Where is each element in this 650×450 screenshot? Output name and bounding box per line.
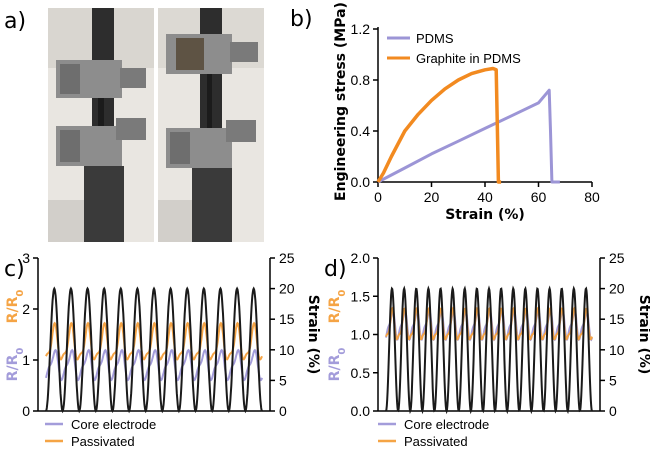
y-axis-label-right: Strain (%): [305, 295, 321, 375]
photo-left: [48, 8, 154, 242]
left-tick-label: 2: [22, 301, 30, 317]
left-tick-label: 3: [22, 250, 30, 266]
y-tick-label: 1.2: [351, 21, 371, 37]
cyclic-chart-d: 0.0 0.5 1.0 1.5 2.0 0 5 10 15 20 25 R/R0 R/R0 Strain …: [327, 250, 650, 449]
right-tick-label: 0: [279, 403, 287, 419]
y-axis-label-core: R/R0: [327, 348, 348, 382]
right-tick-label: 5: [279, 372, 287, 388]
legend-label: Core electrode: [404, 417, 489, 432]
legend-label: Core electrode: [71, 417, 156, 432]
x-tick-label: 80: [584, 189, 600, 205]
stress-strain-chart: 0.0 0.4 0.8 1.2 0 20 40 60 80 Strain (%) Engineeri…: [333, 2, 600, 223]
legend-label: Passivated: [71, 434, 135, 449]
x-tick-label: 40: [477, 189, 493, 205]
tensile-test-photo: [48, 8, 264, 242]
y-axis-label-passivated: R/R0: [5, 290, 26, 324]
left-tick-label: 1.0: [351, 327, 371, 343]
left-tick-label: 0.5: [351, 365, 371, 381]
series-line-strain: [385, 285, 593, 415]
left-tick-label: 2.0: [351, 250, 371, 266]
panel-label-c: c): [4, 257, 25, 282]
right-tick-label: 5: [609, 372, 617, 388]
right-tick-label: 15: [279, 311, 295, 327]
left-tick-label: 1.5: [351, 288, 371, 304]
y-axis-label-core: R/R0: [5, 348, 26, 382]
right-tick-label: 10: [279, 342, 295, 358]
y-tick-label: 0.8: [351, 72, 371, 88]
y-tick-label: 0.0: [351, 174, 371, 190]
y-axis-label-passivated: R/R0: [327, 290, 348, 324]
series-line-graphite-in-pdms: [376, 66, 502, 184]
panel-label-b: b): [290, 7, 313, 32]
right-tick-label: 10: [609, 342, 625, 358]
panel-label-a: a): [4, 9, 26, 34]
y-axis-label-right: Strain (%): [636, 295, 650, 375]
cyclic-chart-c: 0 1 2 3 0 5 10 15 20 25 R/R0 R/R0 Strain (%) Core ele…: [5, 250, 321, 449]
legend-label: PDMS: [416, 31, 454, 46]
left-tick-label: 0: [22, 403, 30, 419]
legend-label: Passivated: [404, 434, 468, 449]
x-tick-label: 0: [374, 189, 382, 205]
photo-right: [158, 8, 264, 242]
series-line-passivated: [385, 306, 593, 341]
right-tick-label: 25: [609, 250, 625, 266]
right-tick-label: 25: [279, 250, 295, 266]
y-tick-label: 0.4: [351, 123, 371, 139]
left-tick-label: 1: [22, 352, 30, 368]
right-tick-label: 20: [279, 281, 295, 297]
right-tick-label: 20: [609, 281, 625, 297]
right-tick-label: 0: [609, 403, 617, 419]
x-tick-label: 60: [531, 189, 547, 205]
series-line-strain: [45, 286, 263, 414]
series-line-passivated: [45, 321, 263, 361]
series-line-pdms: [377, 88, 560, 184]
panel-label-d: d): [324, 257, 347, 282]
left-tick-label: 0.0: [351, 403, 371, 419]
right-tick-label: 15: [609, 311, 625, 327]
legend-label: Graphite in PDMS: [416, 51, 521, 66]
y-axis-label: Engineering stress (MPa): [333, 2, 349, 201]
x-axis-label: Strain (%): [445, 207, 525, 223]
x-tick-label: 20: [424, 189, 440, 205]
